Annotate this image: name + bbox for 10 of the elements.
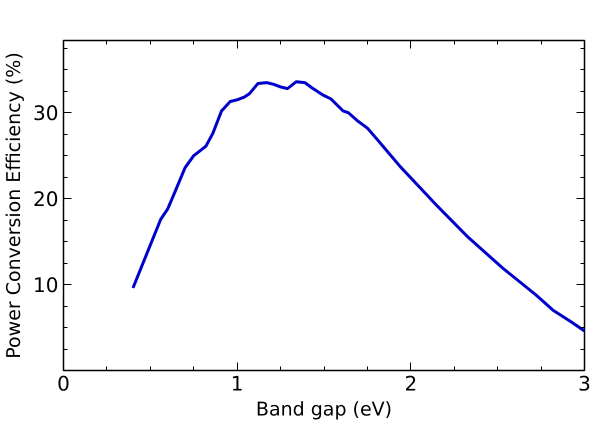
y-tick-label: 30 [33,101,59,126]
y-tick-label: 20 [33,187,59,212]
y-axis-title: Power Conversion Efficiency (%) [3,52,26,359]
x-tick-label: 2 [404,372,418,396]
x-tick-label: 3 [578,372,591,396]
x-axis-title: Band gap (eV) [256,398,392,420]
x-tick-label: 0 [57,372,70,396]
y-tick-label: 10 [33,273,59,298]
line-series [131,80,584,332]
x-tick-label: 1 [230,372,244,396]
